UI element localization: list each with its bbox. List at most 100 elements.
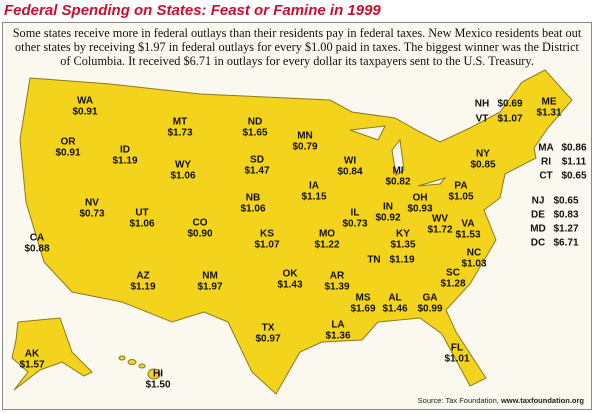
state-abbr: SD <box>250 155 264 166</box>
state-abbr: UT <box>135 208 148 219</box>
state-value: $0.65 <box>553 196 578 207</box>
source: Source: Tax Foundation, www.taxfoundatio… <box>418 396 584 405</box>
state-value: $0.79 <box>292 142 317 153</box>
state-abbr: NY <box>476 149 490 160</box>
state-abbr: OH <box>413 193 428 204</box>
state-value: $0.65 <box>561 171 586 182</box>
state-abbr: AR <box>330 271 345 282</box>
state-value: $0.92 <box>375 213 400 224</box>
state-abbr: PA <box>454 181 467 192</box>
state-abbr: WI <box>344 156 356 167</box>
state-abbr: AL <box>388 293 401 304</box>
alaska <box>11 317 93 391</box>
state-abbr: WV <box>432 214 448 225</box>
state-abbr: SC <box>446 268 460 279</box>
state-abbr: OK <box>283 269 299 280</box>
state-value: $1.22 <box>314 240 339 251</box>
state-value: $1.06 <box>170 171 195 182</box>
state-value: $0.85 <box>470 160 495 171</box>
state-abbr: KS <box>260 229 274 240</box>
source-text: Source: Tax Foundation, <box>417 396 499 405</box>
state-value: $1.06 <box>129 219 154 230</box>
state-abbr: NJ <box>532 196 545 207</box>
state-value: $0.73 <box>79 209 104 220</box>
state-value: $1.73 <box>167 128 192 139</box>
state-abbr: MO <box>319 229 335 240</box>
state-value: $1.50 <box>145 380 170 391</box>
state-value: $1.06 <box>240 204 265 215</box>
state-abbr: VA <box>461 219 474 230</box>
state-abbr: CA <box>30 233 44 244</box>
state-value: $1.47 <box>244 166 269 177</box>
state-abbr: TX <box>262 323 275 334</box>
great-lakes <box>349 125 447 187</box>
contiguous-us <box>19 69 573 395</box>
state-abbr: TN <box>367 255 380 266</box>
state-value: $1.19 <box>112 156 137 167</box>
map-shapes <box>11 69 573 395</box>
state-value: $1.46 <box>382 304 407 315</box>
state-value: $1.69 <box>350 304 375 315</box>
state-value: $0.84 <box>337 167 362 178</box>
state-abbr: KY <box>396 229 410 240</box>
state-abbr: MN <box>297 131 313 142</box>
state-value: $0.88 <box>24 244 49 255</box>
state-value: $1.65 <box>242 128 267 139</box>
intro-text: Some states receive more in federal outl… <box>12 26 582 68</box>
state-value: $0.69 <box>497 99 522 110</box>
state-abbr: ND <box>248 117 262 128</box>
state-value: $1.19 <box>130 282 155 293</box>
state-abbr: HI <box>153 369 163 380</box>
state-value: $1.07 <box>497 114 522 125</box>
state-abbr: MI <box>392 166 403 177</box>
state-value: $1.36 <box>325 331 350 342</box>
state-abbr: ID <box>120 145 130 156</box>
state-abbr: GA <box>423 293 438 304</box>
state-value: $1.15 <box>301 192 326 203</box>
state-abbr: NB <box>246 193 260 204</box>
state-value: $1.53 <box>455 230 480 241</box>
state-value: $0.99 <box>417 304 442 315</box>
state-value: $0.82 <box>385 177 410 188</box>
state-value: $1.07 <box>254 240 279 251</box>
state-abbr: NM <box>202 271 218 282</box>
state-abbr: RI <box>541 157 551 168</box>
state-value: $1.35 <box>390 240 415 251</box>
source-url: www.taxfoundation.org <box>500 396 584 405</box>
title: Federal Spending on States: Feast or Fam… <box>4 2 381 19</box>
state-value: $0.73 <box>342 219 367 230</box>
state-abbr: IN <box>383 202 393 213</box>
state-abbr: CT <box>539 171 552 182</box>
state-abbr: IA <box>309 181 319 192</box>
state-value: $1.05 <box>448 192 473 203</box>
state-abbr: MD <box>530 224 546 235</box>
state-value: $1.57 <box>19 360 44 371</box>
state-abbr: CO <box>193 218 208 229</box>
state-abbr: MS <box>356 293 371 304</box>
state-value: $1.19 <box>389 255 414 266</box>
state-value: $1.39 <box>324 282 349 293</box>
state-value: $1.43 <box>277 280 302 291</box>
state-value: $1.72 <box>427 225 452 236</box>
state-value: $0.91 <box>72 107 97 118</box>
state-value: $0.86 <box>561 143 586 154</box>
state-abbr: DC <box>531 238 545 249</box>
state-value: $0.90 <box>187 229 212 240</box>
state-abbr: MA <box>538 143 554 154</box>
state-abbr: NH <box>475 99 489 110</box>
state-abbr: ME <box>542 97 557 108</box>
hawaii <box>118 355 161 380</box>
state-abbr: WY <box>175 160 191 171</box>
state-value: $6.71 <box>553 238 578 249</box>
state-abbr: NC <box>467 248 481 259</box>
state-abbr: IL <box>351 208 360 219</box>
state-value: $0.97 <box>255 334 280 345</box>
state-abbr: VT <box>476 114 489 125</box>
state-abbr: MT <box>173 117 187 128</box>
state-value: $1.28 <box>440 279 465 290</box>
state-value: $1.27 <box>553 224 578 235</box>
state-value: $1.03 <box>461 259 486 270</box>
